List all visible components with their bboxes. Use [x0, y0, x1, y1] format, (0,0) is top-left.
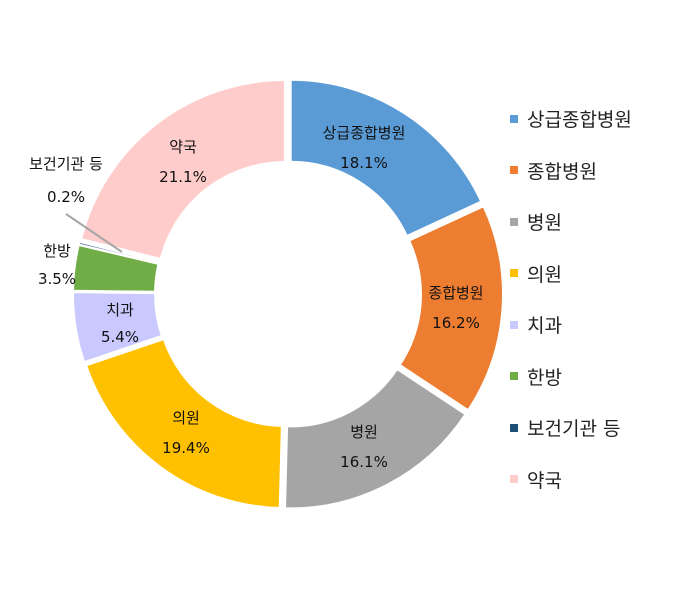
slice-value-label: 19.4%	[162, 439, 210, 457]
donut-slice-의원	[84, 337, 283, 509]
slice-value-label: 21.1%	[159, 168, 207, 186]
leader-line	[65, 213, 123, 253]
slice-name-label: 의원	[172, 409, 200, 427]
legend-label: 상급종합병원	[527, 109, 632, 131]
slice-name-label: 병원	[350, 423, 378, 441]
legend-swatch-icon	[510, 166, 518, 174]
slice-value-label: 16.2%	[432, 314, 480, 332]
legend-item-상급종합병원: 상급종합병원	[510, 100, 680, 152]
legend-item-의원: 의원	[510, 255, 680, 307]
slice-value-label: 18.1%	[340, 154, 388, 172]
donut-slice-치과	[72, 291, 164, 364]
legend-label: 약국	[527, 469, 562, 492]
slice-value-label: 5.4%	[101, 328, 139, 346]
donut-slice-보건기관등	[77, 240, 161, 265]
donut-slice-종합병원	[398, 204, 504, 412]
legend-label: 종합병원	[527, 160, 597, 183]
donut-slice-상급종합병원	[289, 78, 483, 238]
legend-item-종합병원: 종합병원	[510, 152, 680, 204]
legend-label: 한방	[527, 366, 562, 389]
slice-value-label: 3.5%	[38, 270, 76, 288]
legend-swatch-icon	[510, 320, 518, 329]
legend-swatch-icon	[510, 372, 518, 380]
slice-value-label: 0.2%	[47, 188, 85, 206]
legend-item-한방: 한방	[510, 358, 680, 410]
legend-swatch-icon	[510, 269, 518, 277]
donut-slice-병원	[284, 367, 467, 510]
legend-label: 보건기관 등	[527, 418, 621, 440]
legend-label: 치과	[527, 315, 562, 337]
legend-item-약국: 약국	[510, 461, 680, 513]
slice-value-label: 16.1%	[340, 453, 388, 471]
slice-name-label: 상급종합병원	[323, 124, 406, 142]
legend-label: 의원	[527, 263, 562, 286]
slice-name-label: 약국	[169, 138, 197, 156]
legend-item-보건기관등: 보건기관 등	[510, 409, 680, 461]
slice-name-label: 한방	[43, 242, 71, 260]
slice-name-label: 보건기관 등	[29, 155, 103, 173]
legend-label: 병원	[527, 212, 562, 234]
legend-item-치과: 치과	[510, 306, 680, 358]
legend-swatch-icon	[510, 114, 518, 123]
legend-swatch-icon	[510, 475, 518, 483]
chart-legend: 상급종합병원 종합병원 병원 의원 치과 한방 보건기관 등 약국	[510, 100, 680, 512]
slice-name-label: 종합병원	[428, 284, 483, 302]
legend-swatch-icon	[510, 217, 518, 226]
legend-item-병원: 병원	[510, 203, 680, 255]
slice-name-label: 치과	[106, 301, 134, 319]
donut-slice-약국	[79, 79, 286, 261]
legend-swatch-icon	[510, 423, 518, 432]
